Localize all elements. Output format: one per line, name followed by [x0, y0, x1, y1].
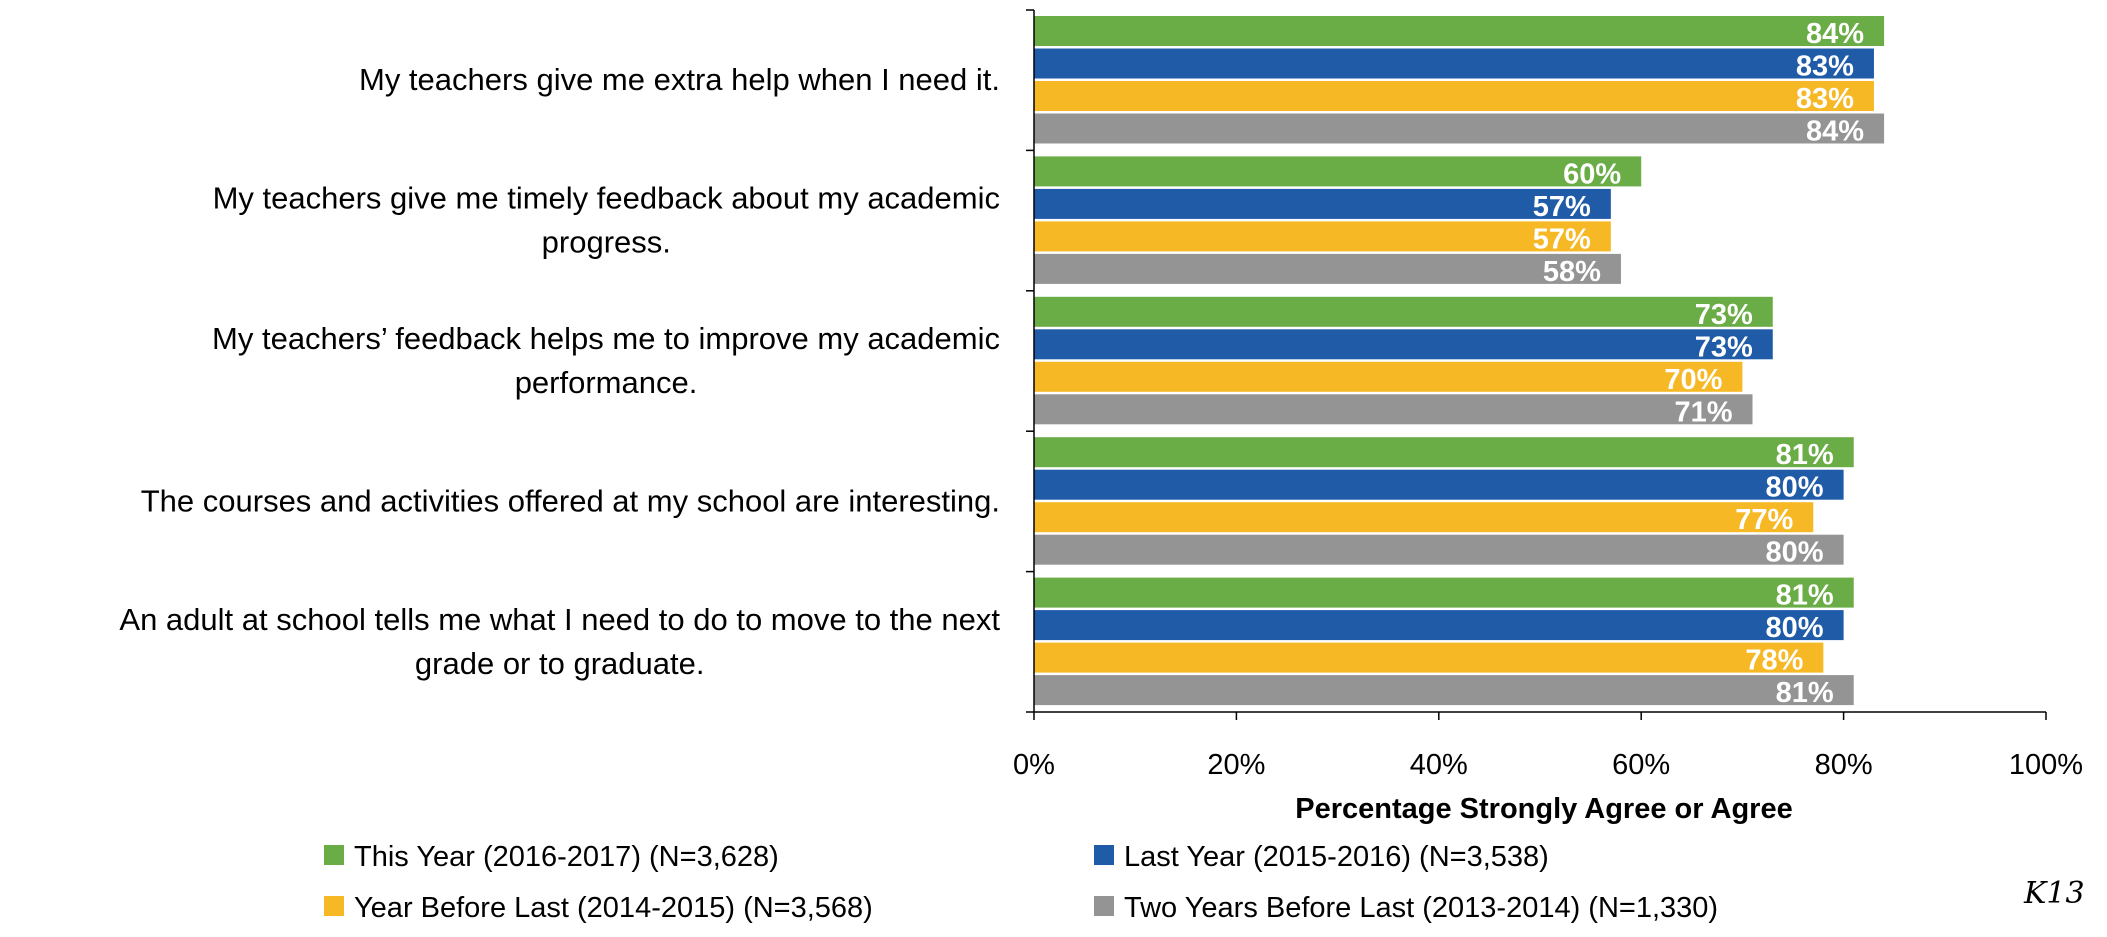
bar-value-label: 57% — [1533, 191, 1591, 223]
legend-label: Two Years Before Last (2013-2014) (N=1,3… — [1124, 892, 1718, 924]
legend-label: This Year (2016-2017) (N=3,628) — [354, 841, 779, 873]
bar-3-series-2 — [1034, 329, 1773, 359]
bar-5-series-4 — [1034, 675, 1854, 705]
bar-3-series-1 — [1034, 297, 1773, 327]
bar-1-series-1 — [1034, 16, 1884, 46]
bar-value-label: 83% — [1796, 83, 1854, 115]
bar-value-label: 83% — [1796, 51, 1854, 83]
bar-value-label: 81% — [1776, 580, 1834, 612]
bar-1-series-3 — [1034, 81, 1874, 111]
legend: This Year (2016-2017) (N=3,628) Last Year… — [324, 841, 1718, 924]
bar-value-label: 80% — [1766, 472, 1824, 504]
category-label: My teachers give me extra help when I ne… — [359, 62, 1000, 97]
category-label: An adult at school tells me what I need … — [119, 602, 1000, 681]
x-tick-label: 100% — [2009, 749, 2083, 781]
legend-label: Last Year (2015-2016) (N=3,538) — [1124, 841, 1549, 873]
bar-4-series-4 — [1034, 535, 1844, 565]
x-tick-label: 40% — [1410, 749, 1468, 781]
bar-value-label: 81% — [1776, 677, 1834, 709]
x-tick-label: 80% — [1815, 749, 1873, 781]
category-label: My teachers give me timely feedback abou… — [213, 181, 1000, 260]
corner-text: K13 — [2023, 876, 2085, 911]
bar-value-label: 71% — [1674, 396, 1732, 428]
bar-2-series-2 — [1034, 189, 1611, 219]
bar-value-label: 80% — [1766, 612, 1824, 644]
x-tick-label: 60% — [1612, 749, 1670, 781]
bar-value-label: 78% — [1745, 645, 1803, 677]
bar-value-label: 60% — [1563, 158, 1621, 190]
bar-value-label: 77% — [1735, 504, 1793, 536]
bar-5-series-3 — [1034, 643, 1823, 673]
bar-2-series-1 — [1034, 156, 1641, 186]
x-axis-title: Percentage Strongly Agree or Agree — [1295, 793, 1792, 825]
bar-5-series-1 — [1034, 578, 1854, 608]
bar-2-series-4 — [1034, 254, 1621, 284]
bars-layer: 84%83%83%84%60%57%57%58%73%73%70%71%81%8… — [1034, 16, 1884, 709]
x-tick-label: 0% — [1013, 749, 1055, 781]
bar-value-label: 73% — [1695, 299, 1753, 331]
bar-value-label: 57% — [1533, 223, 1591, 255]
bar-value-label: 81% — [1776, 439, 1834, 471]
bar-3-series-3 — [1034, 362, 1742, 392]
x-tick-label: 20% — [1207, 749, 1265, 781]
bar-4-series-2 — [1034, 470, 1844, 500]
legend-swatch — [324, 896, 344, 916]
bar-value-label: 70% — [1664, 364, 1722, 396]
bar-value-label: 80% — [1766, 537, 1824, 569]
bar-4-series-1 — [1034, 437, 1854, 467]
bar-value-label: 73% — [1695, 331, 1753, 363]
legend-swatch — [324, 845, 344, 865]
category-label: My teachers’ feedback helps me to improv… — [212, 321, 1000, 400]
bar-value-label: 84% — [1806, 18, 1864, 50]
bar-5-series-2 — [1034, 610, 1844, 640]
bar-1-series-4 — [1034, 114, 1884, 144]
legend-label: Year Before Last (2014-2015) (N=3,568) — [354, 892, 873, 924]
bar-4-series-3 — [1034, 502, 1813, 532]
bar-3-series-4 — [1034, 394, 1753, 424]
bar-value-label: 58% — [1543, 256, 1601, 288]
legend-swatch — [1094, 845, 1114, 865]
bar-value-label: 84% — [1806, 116, 1864, 148]
category-label: The courses and activities offered at my… — [141, 483, 1000, 518]
bar-2-series-3 — [1034, 221, 1611, 251]
category-labels: My teachers give me extra help when I ne… — [119, 62, 1000, 681]
bar-1-series-2 — [1034, 49, 1874, 79]
legend-swatch — [1094, 896, 1114, 916]
